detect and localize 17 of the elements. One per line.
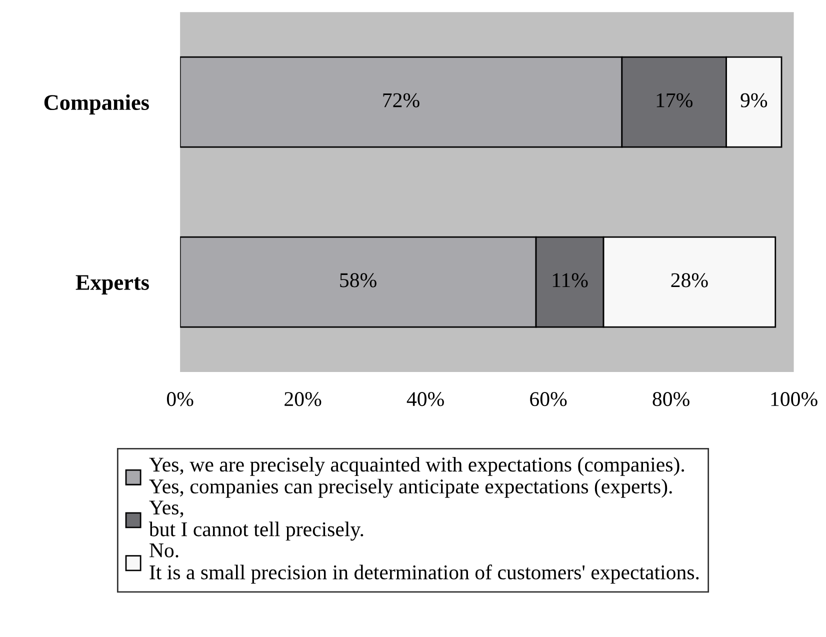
x-tick-label: 0% bbox=[166, 392, 194, 406]
x-tick-label: 100% bbox=[771, 392, 818, 406]
x-tick-label: 20% bbox=[284, 392, 322, 406]
y-tick-label: Companies bbox=[44, 94, 149, 115]
data-label: 72% bbox=[383, 93, 420, 108]
legend-label: Yes, we are precisely acquainted with expectations (companies). Yes, companies can precisely anticipate expectations (experts). bbox=[149, 457, 684, 498]
y-tick-label: Experts bbox=[76, 275, 149, 294]
legend-label: Yes, but I cannot tell precisely. bbox=[148, 500, 364, 541]
x-tick-label: 40% bbox=[406, 392, 444, 406]
x-tick-label: 60% bbox=[530, 392, 567, 406]
legend-label: No. It is a small precision in determination of customers' expectations. bbox=[150, 544, 699, 584]
data-label: 9% bbox=[740, 93, 768, 108]
data-label: 11% bbox=[552, 273, 588, 288]
x-tick-label: 80% bbox=[652, 392, 690, 406]
data-label: 58% bbox=[340, 273, 376, 288]
data-label: 28% bbox=[671, 273, 708, 288]
data-label: 17% bbox=[656, 93, 692, 108]
